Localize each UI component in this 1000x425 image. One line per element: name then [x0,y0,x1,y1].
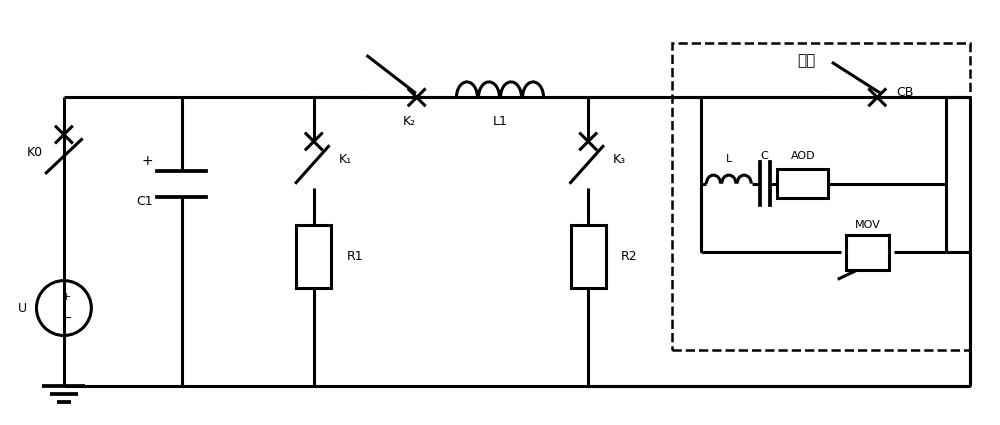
Text: K₁: K₁ [339,153,352,166]
Text: U: U [18,302,27,314]
Text: 试品: 试品 [797,54,815,68]
Text: C1: C1 [136,195,153,208]
Text: K0: K0 [26,146,43,159]
Text: K₂: K₂ [402,115,415,128]
Text: +: + [62,292,72,302]
Text: C: C [761,151,768,161]
Bar [846,235,889,270]
Bar [777,169,828,198]
Bar [571,225,606,289]
Text: K₃: K₃ [613,153,626,166]
Text: AOD: AOD [791,151,815,161]
Bar [296,225,331,289]
Text: MOV: MOV [855,220,880,230]
Text: CB: CB [896,86,913,99]
Text: L1: L1 [493,115,507,128]
Bar [672,43,970,350]
Text: R2: R2 [621,250,638,263]
Text: R1: R1 [347,250,363,263]
Text: +: + [141,154,153,168]
Text: −: − [62,312,72,325]
Text: L: L [726,154,732,164]
